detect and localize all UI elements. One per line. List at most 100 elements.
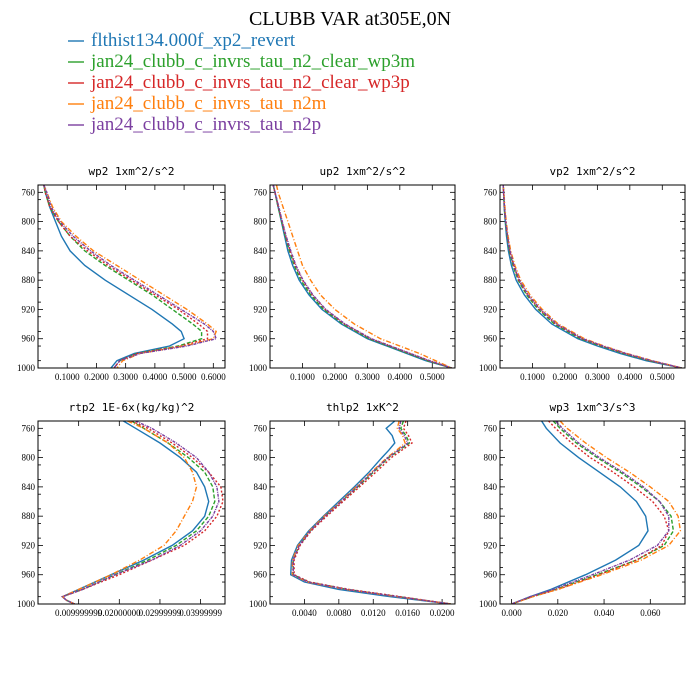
y-tick-label: 920 — [254, 304, 268, 314]
series-line — [502, 185, 682, 368]
x-tick-label: 0.2000 — [553, 372, 578, 382]
legend-label: jan24_clubb_c_invrs_tau_n2_clear_wp3p — [90, 72, 410, 93]
y-tick-label: 960 — [254, 570, 268, 580]
series-line — [502, 185, 682, 368]
y-tick-label: 960 — [484, 570, 498, 580]
y-tick-label: 760 — [254, 423, 268, 433]
y-tick-label: 960 — [22, 334, 36, 344]
plot-frame — [37, 184, 226, 369]
chart-title: wp2 1xm^2/s^2 — [88, 165, 174, 178]
x-tick-label: 0.4000 — [617, 372, 642, 382]
y-tick-label: 800 — [254, 217, 268, 227]
y-tick-label: 760 — [22, 187, 36, 197]
series-line — [289, 421, 451, 604]
legend: flthist134.000f_xp2_revertjan24_clubb_c_… — [68, 30, 415, 135]
x-tick-label: 0.03999999 — [179, 608, 222, 618]
chart-panel: wp2 1xm^2/s^2 760 800 840 880 920 960 1000 0.100… — [17, 165, 226, 382]
legend-label: jan24_clubb_c_invrs_tau_n2_clear_wp3m — [90, 51, 415, 72]
y-tick-label: 840 — [22, 246, 36, 256]
chart-title: wp3 1xm^3/s^3 — [549, 401, 635, 414]
series-line — [293, 421, 451, 604]
chart-title: up2 1xm^2/s^2 — [319, 165, 405, 178]
x-tick-label: 0.6000 — [201, 372, 226, 382]
y-tick-label: 760 — [22, 423, 36, 433]
plot-frame — [269, 184, 456, 369]
series-line — [291, 421, 451, 604]
series-line — [61, 421, 224, 604]
y-tick-label: 920 — [22, 304, 36, 314]
legend-label: jan24_clubb_c_invrs_tau_n2m — [90, 93, 327, 114]
x-tick-label: 0.4000 — [143, 372, 168, 382]
x-tick-label: 0.4000 — [387, 372, 412, 382]
chart-panel: wp3 1xm^3/s^3 760 800 840 880 920 960 10000.000… — [479, 401, 686, 618]
y-tick-label: 800 — [254, 453, 268, 463]
series-line — [272, 185, 453, 368]
x-tick-label: 0.3000 — [585, 372, 610, 382]
y-tick-label: 760 — [484, 187, 498, 197]
series-line — [272, 185, 452, 368]
chart-title: thlp2 1xK^2 — [326, 401, 399, 414]
series-line — [275, 185, 453, 368]
y-tick-label: 880 — [22, 511, 36, 521]
x-tick-label: 0.1000 — [520, 372, 545, 382]
plot-frame — [37, 420, 226, 605]
legend-label: flthist134.000f_xp2_revert — [91, 30, 296, 51]
y-tick-label: 800 — [484, 453, 498, 463]
x-tick-label: 0.000 — [501, 608, 522, 618]
series-line — [43, 185, 218, 368]
y-tick-label: 800 — [484, 217, 498, 227]
x-tick-label: 0.020 — [548, 608, 569, 618]
y-tick-label: 1000 — [249, 363, 268, 373]
x-tick-label: 0.009999999 — [55, 608, 103, 618]
series-line — [61, 421, 198, 604]
series-line — [61, 421, 220, 604]
y-tick-label: 960 — [22, 570, 36, 580]
series-line — [43, 185, 203, 368]
x-tick-label: 0.5000 — [650, 372, 675, 382]
series-line — [292, 421, 451, 604]
y-tick-label: 920 — [22, 540, 36, 550]
y-tick-label: 840 — [22, 482, 36, 492]
chart-panel: vp2 1xm^2/s^2 760 800 840 880 920 960 1000 0.100… — [479, 165, 686, 382]
y-tick-label: 800 — [22, 217, 36, 227]
x-tick-label: 0.02999999 — [139, 608, 182, 618]
y-tick-label: 760 — [254, 187, 268, 197]
x-tick-label: 0.3000 — [113, 372, 138, 382]
y-tick-label: 920 — [254, 540, 268, 550]
y-tick-label: 880 — [254, 511, 268, 521]
y-tick-label: 840 — [254, 482, 268, 492]
series-line — [292, 421, 451, 604]
x-tick-label: 0.02000000 — [98, 608, 141, 618]
series-line — [272, 185, 453, 368]
x-tick-label: 0.5000 — [172, 372, 197, 382]
series-line — [43, 185, 218, 368]
x-tick-label: 0.2000 — [323, 372, 348, 382]
panels: wp2 1xm^2/s^2 760 800 840 880 920 960 1000 0.100… — [17, 165, 686, 618]
series-line — [502, 185, 682, 368]
x-tick-label: 0.060 — [640, 608, 661, 618]
series-line — [61, 421, 216, 604]
x-tick-label: 0.3000 — [355, 372, 380, 382]
x-tick-label: 0.1000 — [290, 372, 315, 382]
series-line — [43, 185, 209, 368]
x-tick-label: 0.1000 — [55, 372, 80, 382]
x-tick-label: 0.2000 — [84, 372, 109, 382]
y-tick-label: 920 — [484, 540, 498, 550]
series-line — [502, 185, 682, 368]
x-tick-label: 0.0080 — [326, 608, 351, 618]
x-tick-label: 0.0120 — [361, 608, 386, 618]
plot-frame — [499, 184, 686, 369]
x-tick-label: 0.5000 — [420, 372, 445, 382]
y-tick-label: 960 — [484, 334, 498, 344]
y-tick-label: 760 — [484, 423, 498, 433]
y-tick-label: 960 — [254, 334, 268, 344]
series-line — [272, 185, 453, 368]
x-tick-label: 0.0160 — [395, 608, 420, 618]
chart-title: vp2 1xm^2/s^2 — [549, 165, 635, 178]
series-line — [511, 421, 649, 604]
y-tick-label: 840 — [484, 482, 498, 492]
x-tick-label: 0.0040 — [292, 608, 317, 618]
chart-title: rtp2 1E-6x(kg/kg)^2 — [69, 401, 195, 414]
legend-label: jan24_clubb_c_invrs_tau_n2p — [90, 114, 321, 135]
